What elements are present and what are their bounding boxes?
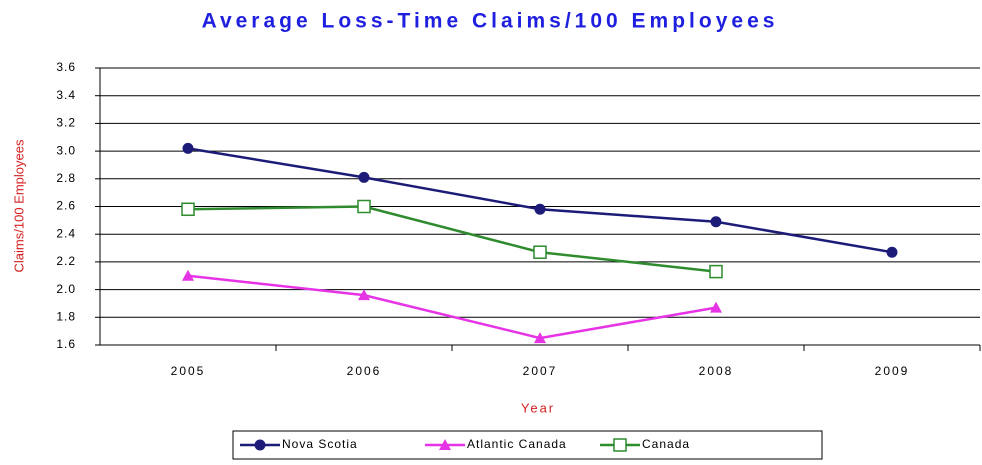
- series-line: [187, 274, 717, 340]
- marker: [358, 289, 370, 301]
- x-tick-label: 2009: [875, 364, 910, 378]
- y-tick-label: 2.8: [56, 171, 76, 185]
- marker: [181, 202, 195, 217]
- marker: [358, 171, 370, 183]
- marker: [357, 199, 371, 214]
- legend-label: Canada: [642, 437, 690, 451]
- marker: [534, 203, 546, 215]
- y-tick-label: 3.2: [56, 116, 76, 130]
- y-tick-label: 2.0: [56, 282, 76, 296]
- marker: [439, 439, 451, 450]
- series-line: [187, 205, 717, 273]
- x-tick-label: 2005: [171, 364, 206, 378]
- y-tick-label: 3.0: [56, 143, 76, 157]
- x-axis-label: Year: [521, 400, 555, 415]
- marker: [254, 439, 266, 451]
- legend-box: [232, 430, 823, 460]
- x-tick-label: 2006: [347, 364, 382, 378]
- y-tick-label: 2.4: [56, 226, 76, 240]
- marker: [613, 438, 627, 452]
- marker: [182, 269, 194, 281]
- x-tick-label: 2007: [523, 364, 558, 378]
- marker: [533, 245, 547, 259]
- series-line: [187, 147, 893, 254]
- y-tick-label: 2.2: [56, 254, 76, 268]
- marker: [886, 246, 898, 258]
- legend-label: Nova Scotia: [282, 437, 358, 451]
- y-tick-label: 1.8: [56, 309, 76, 323]
- marker: [710, 216, 722, 228]
- marker: [182, 142, 194, 154]
- x-tick-label: 2008: [699, 364, 734, 378]
- marker: [710, 301, 722, 313]
- y-tick-label: 3.6: [56, 60, 76, 74]
- chart-title: Average Loss-Time Claims/100 Employees: [202, 10, 779, 33]
- y-tick-label: 1.6: [56, 337, 76, 351]
- y-axis-label: Claims/100 Employees: [11, 139, 26, 272]
- y-tick-label: 2.6: [56, 199, 76, 213]
- y-tick-label: 3.4: [56, 88, 76, 102]
- marker: [534, 332, 546, 344]
- marker: [709, 264, 723, 279]
- legend-label: Atlantic Canada: [467, 437, 567, 451]
